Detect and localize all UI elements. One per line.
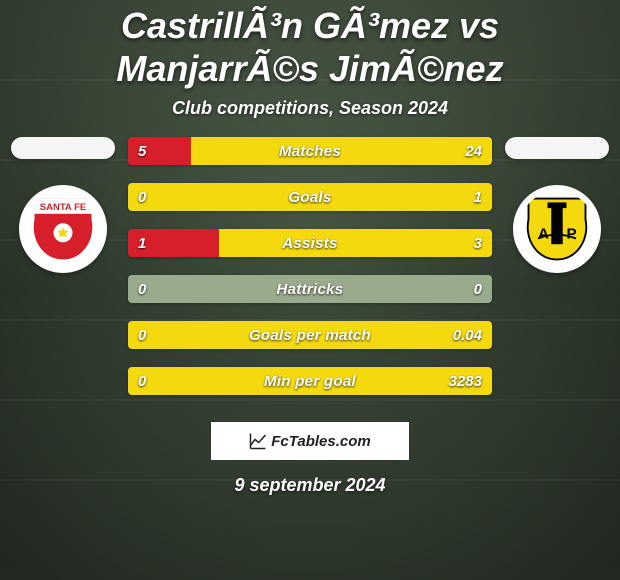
footer-brand-text: FcTables.com bbox=[271, 433, 370, 450]
fctables-logo: FcTables.com bbox=[210, 421, 410, 461]
stat-row: 5Matches24 bbox=[128, 137, 492, 165]
svg-text:SANTA FE: SANTA FE bbox=[40, 202, 86, 213]
stat-label: Hattricks bbox=[128, 275, 492, 303]
stat-value-right: 0.04 bbox=[453, 321, 482, 349]
stat-label: Min per goal bbox=[128, 367, 492, 395]
stat-label: Matches bbox=[128, 137, 492, 165]
right-player-name-pill bbox=[505, 137, 609, 159]
page-title: CastrillÃ³n GÃ³mez vs ManjarrÃ©s JimÃ©ne… bbox=[0, 0, 620, 90]
right-player-column: A P bbox=[502, 137, 612, 273]
stat-value-right: 3 bbox=[474, 229, 482, 257]
stat-row: 0Goals1 bbox=[128, 183, 492, 211]
stat-row: 0Hattricks0 bbox=[128, 275, 492, 303]
left-team-badge: SANTA FE bbox=[19, 185, 107, 273]
stat-label: Goals per match bbox=[128, 321, 492, 349]
svg-text:P: P bbox=[567, 226, 577, 243]
svg-text:A: A bbox=[538, 226, 549, 243]
stat-row: 0Goals per match0.04 bbox=[128, 321, 492, 349]
stat-value-right: 3283 bbox=[449, 367, 482, 395]
stats-container: 5Matches240Goals11Assists30Hattricks00Go… bbox=[118, 137, 502, 413]
chart-icon bbox=[249, 432, 267, 450]
subtitle: Club competitions, Season 2024 bbox=[0, 98, 620, 119]
date-text: 9 september 2024 bbox=[0, 475, 620, 496]
stat-value-right: 0 bbox=[474, 275, 482, 303]
stat-value-right: 1 bbox=[474, 183, 482, 211]
right-team-badge: A P bbox=[513, 185, 601, 273]
stat-label: Goals bbox=[128, 183, 492, 211]
stat-label: Assists bbox=[128, 229, 492, 257]
left-player-name-pill bbox=[11, 137, 115, 159]
stat-value-right: 24 bbox=[465, 137, 482, 165]
left-player-column: SANTA FE bbox=[8, 137, 118, 273]
stat-row: 1Assists3 bbox=[128, 229, 492, 257]
stat-row: 0Min per goal3283 bbox=[128, 367, 492, 395]
